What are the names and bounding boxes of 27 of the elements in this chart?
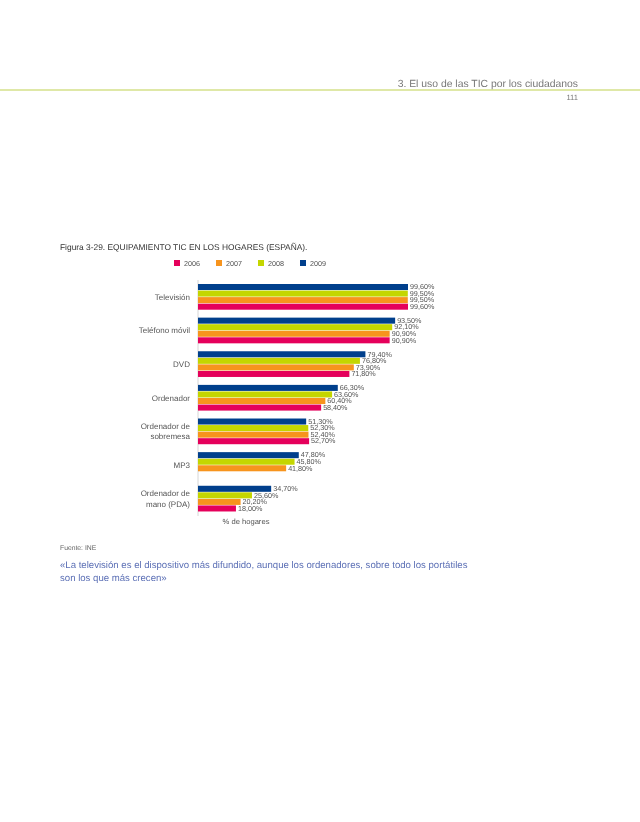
bar (198, 485, 272, 492)
bar (198, 290, 408, 297)
bar (198, 498, 241, 505)
bar (198, 431, 309, 438)
bar (198, 303, 408, 310)
bar (198, 330, 390, 337)
bar (198, 391, 333, 398)
bar (198, 492, 252, 499)
bar (198, 370, 350, 377)
bar (198, 284, 408, 291)
bar (198, 458, 295, 465)
bar (198, 465, 287, 472)
bar (198, 425, 309, 432)
bar (198, 384, 338, 391)
bar (198, 337, 390, 344)
bar (198, 438, 310, 445)
bar (198, 351, 366, 358)
bar (198, 452, 299, 459)
bar (198, 324, 393, 331)
bar (198, 364, 354, 371)
bar (198, 297, 408, 304)
bar (198, 357, 360, 364)
bar (198, 404, 322, 411)
bar (198, 418, 307, 425)
bar (198, 317, 396, 324)
bar (198, 398, 326, 405)
bar (198, 505, 236, 512)
